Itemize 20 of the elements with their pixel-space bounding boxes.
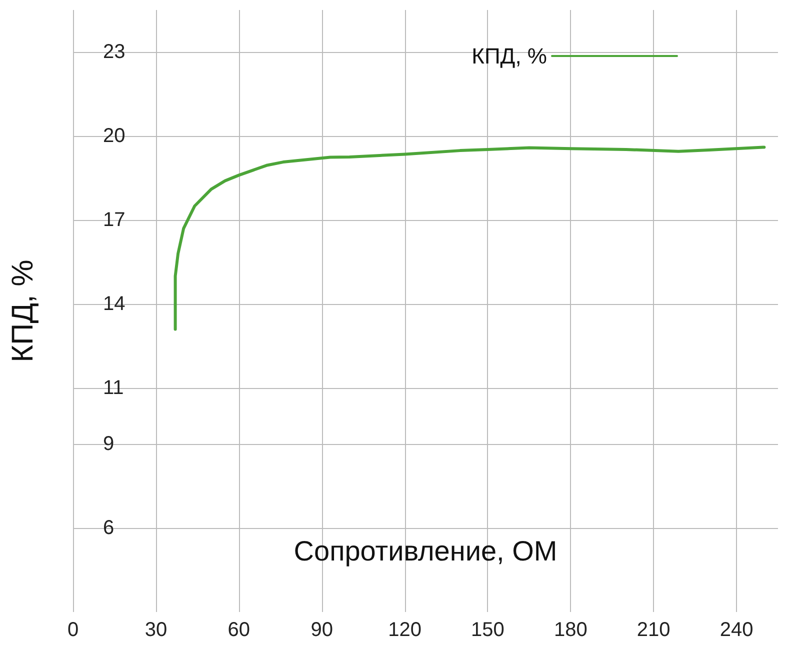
x-axis-title: Сопротивление, ОМ [294,536,558,566]
x-tick-label: 60 [228,619,250,641]
x-tick-label: 180 [554,619,588,641]
y-tick-label: 23 [103,41,126,63]
x-tick-label: 90 [310,619,333,641]
y-tick-label: 17 [103,209,126,231]
x-tick-label: 120 [388,619,422,641]
text: КПД, % [472,44,547,68]
x-tick-label: 0 [67,619,79,641]
y-tick-label: 6 [103,517,114,539]
y-tick-label: 14 [103,293,126,315]
x-tick-label: 150 [471,619,504,641]
line-series [174,146,766,331]
x-tick-label: 210 [636,619,670,641]
y-tick-label: 11 [103,377,124,399]
y-tick-label: 20 [103,125,126,147]
x-tick-label: 240 [720,619,754,641]
y-axis-title: КПД, % [6,260,40,362]
x-tick-label: 30 [144,619,168,641]
y-tick-label: 9 [103,433,114,455]
